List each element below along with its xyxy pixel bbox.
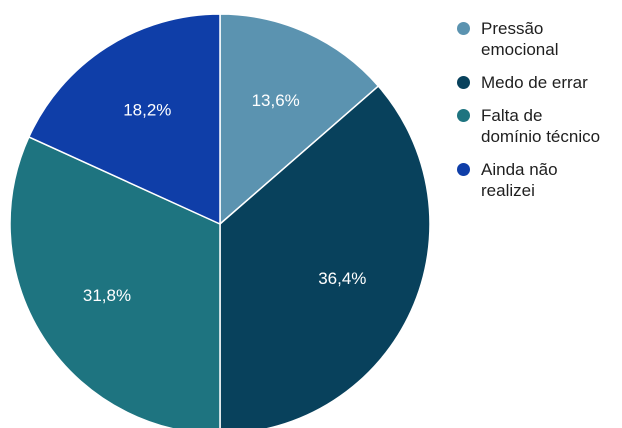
legend-swatch-dot-icon: [457, 22, 470, 35]
legend-label: Pressão emocional: [481, 19, 559, 59]
slice-value-label: 13,6%: [252, 91, 300, 110]
pie-slice: [9, 135, 221, 428]
slice-value-label: 36,4%: [318, 269, 366, 288]
pie-slice: [27, 13, 221, 226]
legend-label: Medo de errar: [481, 73, 588, 92]
pie-slice: [219, 85, 431, 428]
legend-swatch-dot-icon: [457, 109, 470, 122]
pie-slice: [219, 13, 380, 226]
chart-legend: Pressão emocional Medo de errar Falta de d…: [457, 18, 622, 213]
legend-item: Medo de errar: [457, 72, 622, 93]
legend-item: Falta de domínio técnico: [457, 105, 622, 147]
legend-item: Ainda não realizei: [457, 159, 622, 201]
slice-value-label: 31,8%: [83, 286, 131, 305]
pie-chart-canvas: 13,6% 36,4% 31,8% 18,2%: [9, 13, 431, 428]
legend-label: Falta de domínio técnico: [481, 106, 601, 146]
legend-label: Ainda não realizei: [481, 160, 558, 200]
slice-value-label: 18,2%: [123, 100, 171, 119]
legend-swatch-dot-icon: [457, 163, 470, 176]
legend-item: Pressão emocional: [457, 18, 622, 60]
legend-swatch-dot-icon: [457, 76, 470, 89]
